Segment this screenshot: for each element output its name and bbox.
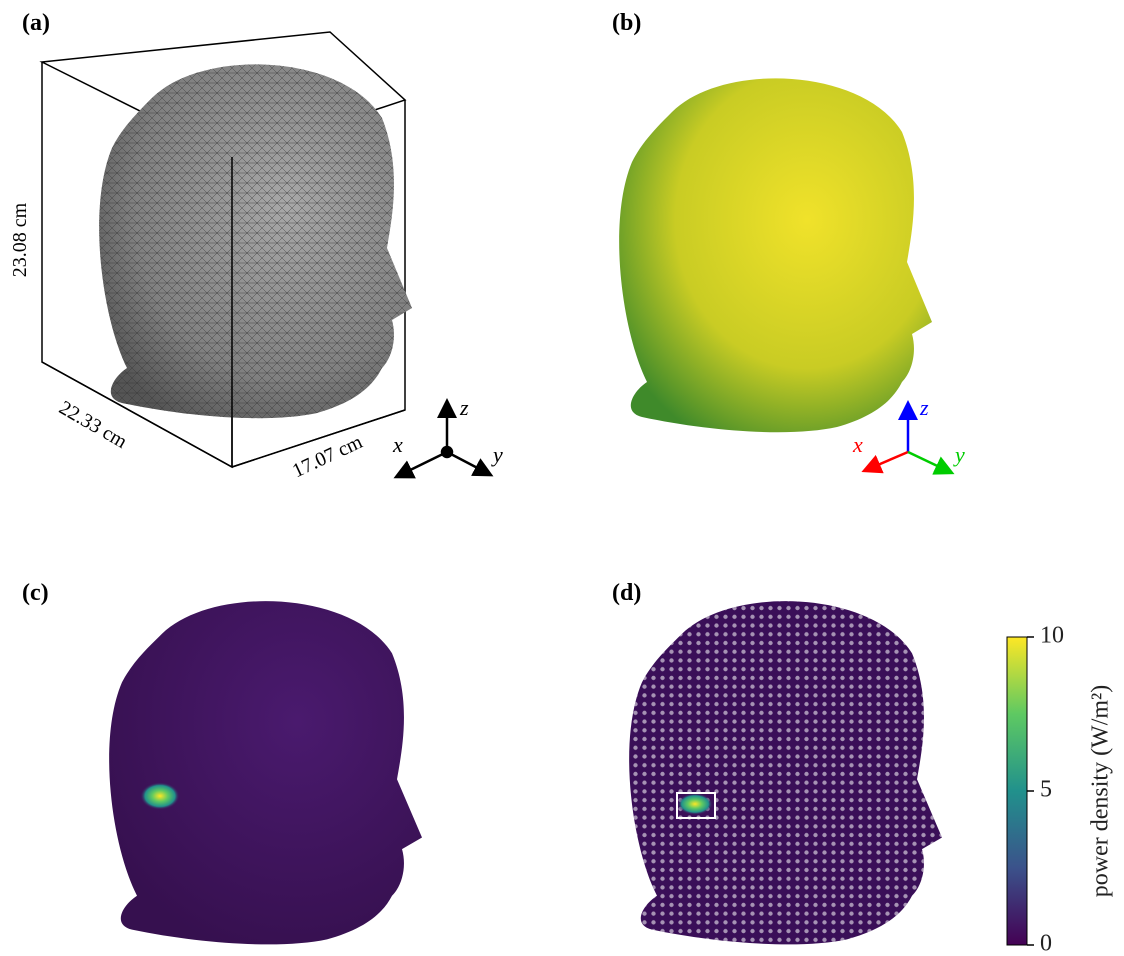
panel-label: (d) xyxy=(612,580,641,606)
axis-triad xyxy=(393,398,494,479)
hotspot xyxy=(677,793,713,815)
axis-triad xyxy=(861,400,955,475)
colorbar-gradient xyxy=(1006,636,1028,946)
selection-box xyxy=(676,792,716,819)
axis-label: z xyxy=(459,395,469,420)
axis-label: x xyxy=(392,432,403,457)
panel-label: (b) xyxy=(612,10,641,36)
panel-label: (a) xyxy=(22,10,50,36)
hotspot xyxy=(140,782,180,810)
panel-d: (d) xyxy=(612,580,942,945)
axis-label: z xyxy=(919,395,929,420)
head-power xyxy=(109,601,422,945)
colorbar-tick-label: 5 xyxy=(1040,777,1052,803)
head-surface xyxy=(619,78,932,433)
colorbar-label: power density (W/m²) xyxy=(1088,685,1114,897)
colorbar-tick-label: 10 xyxy=(1040,623,1064,649)
axis-label: y xyxy=(953,442,965,467)
axis-label: y xyxy=(491,442,503,467)
width-label: 17.07 cm xyxy=(289,431,366,483)
head-points xyxy=(629,601,942,945)
panel-a: (a) 23.08 cm 22.33 cm 17.07 cm z x y xyxy=(9,10,503,482)
height-label: 23.08 cm xyxy=(9,202,31,277)
head-mesh xyxy=(99,64,412,419)
axis-label: x xyxy=(852,432,863,457)
colorbar-tick-label: 0 xyxy=(1040,931,1052,956)
panel-c: (c) xyxy=(22,580,422,945)
panel-b: (b) z x y xyxy=(612,10,965,475)
colorbar: power density (W/m²) xyxy=(1006,636,1114,946)
panel-label: (c) xyxy=(22,580,49,606)
